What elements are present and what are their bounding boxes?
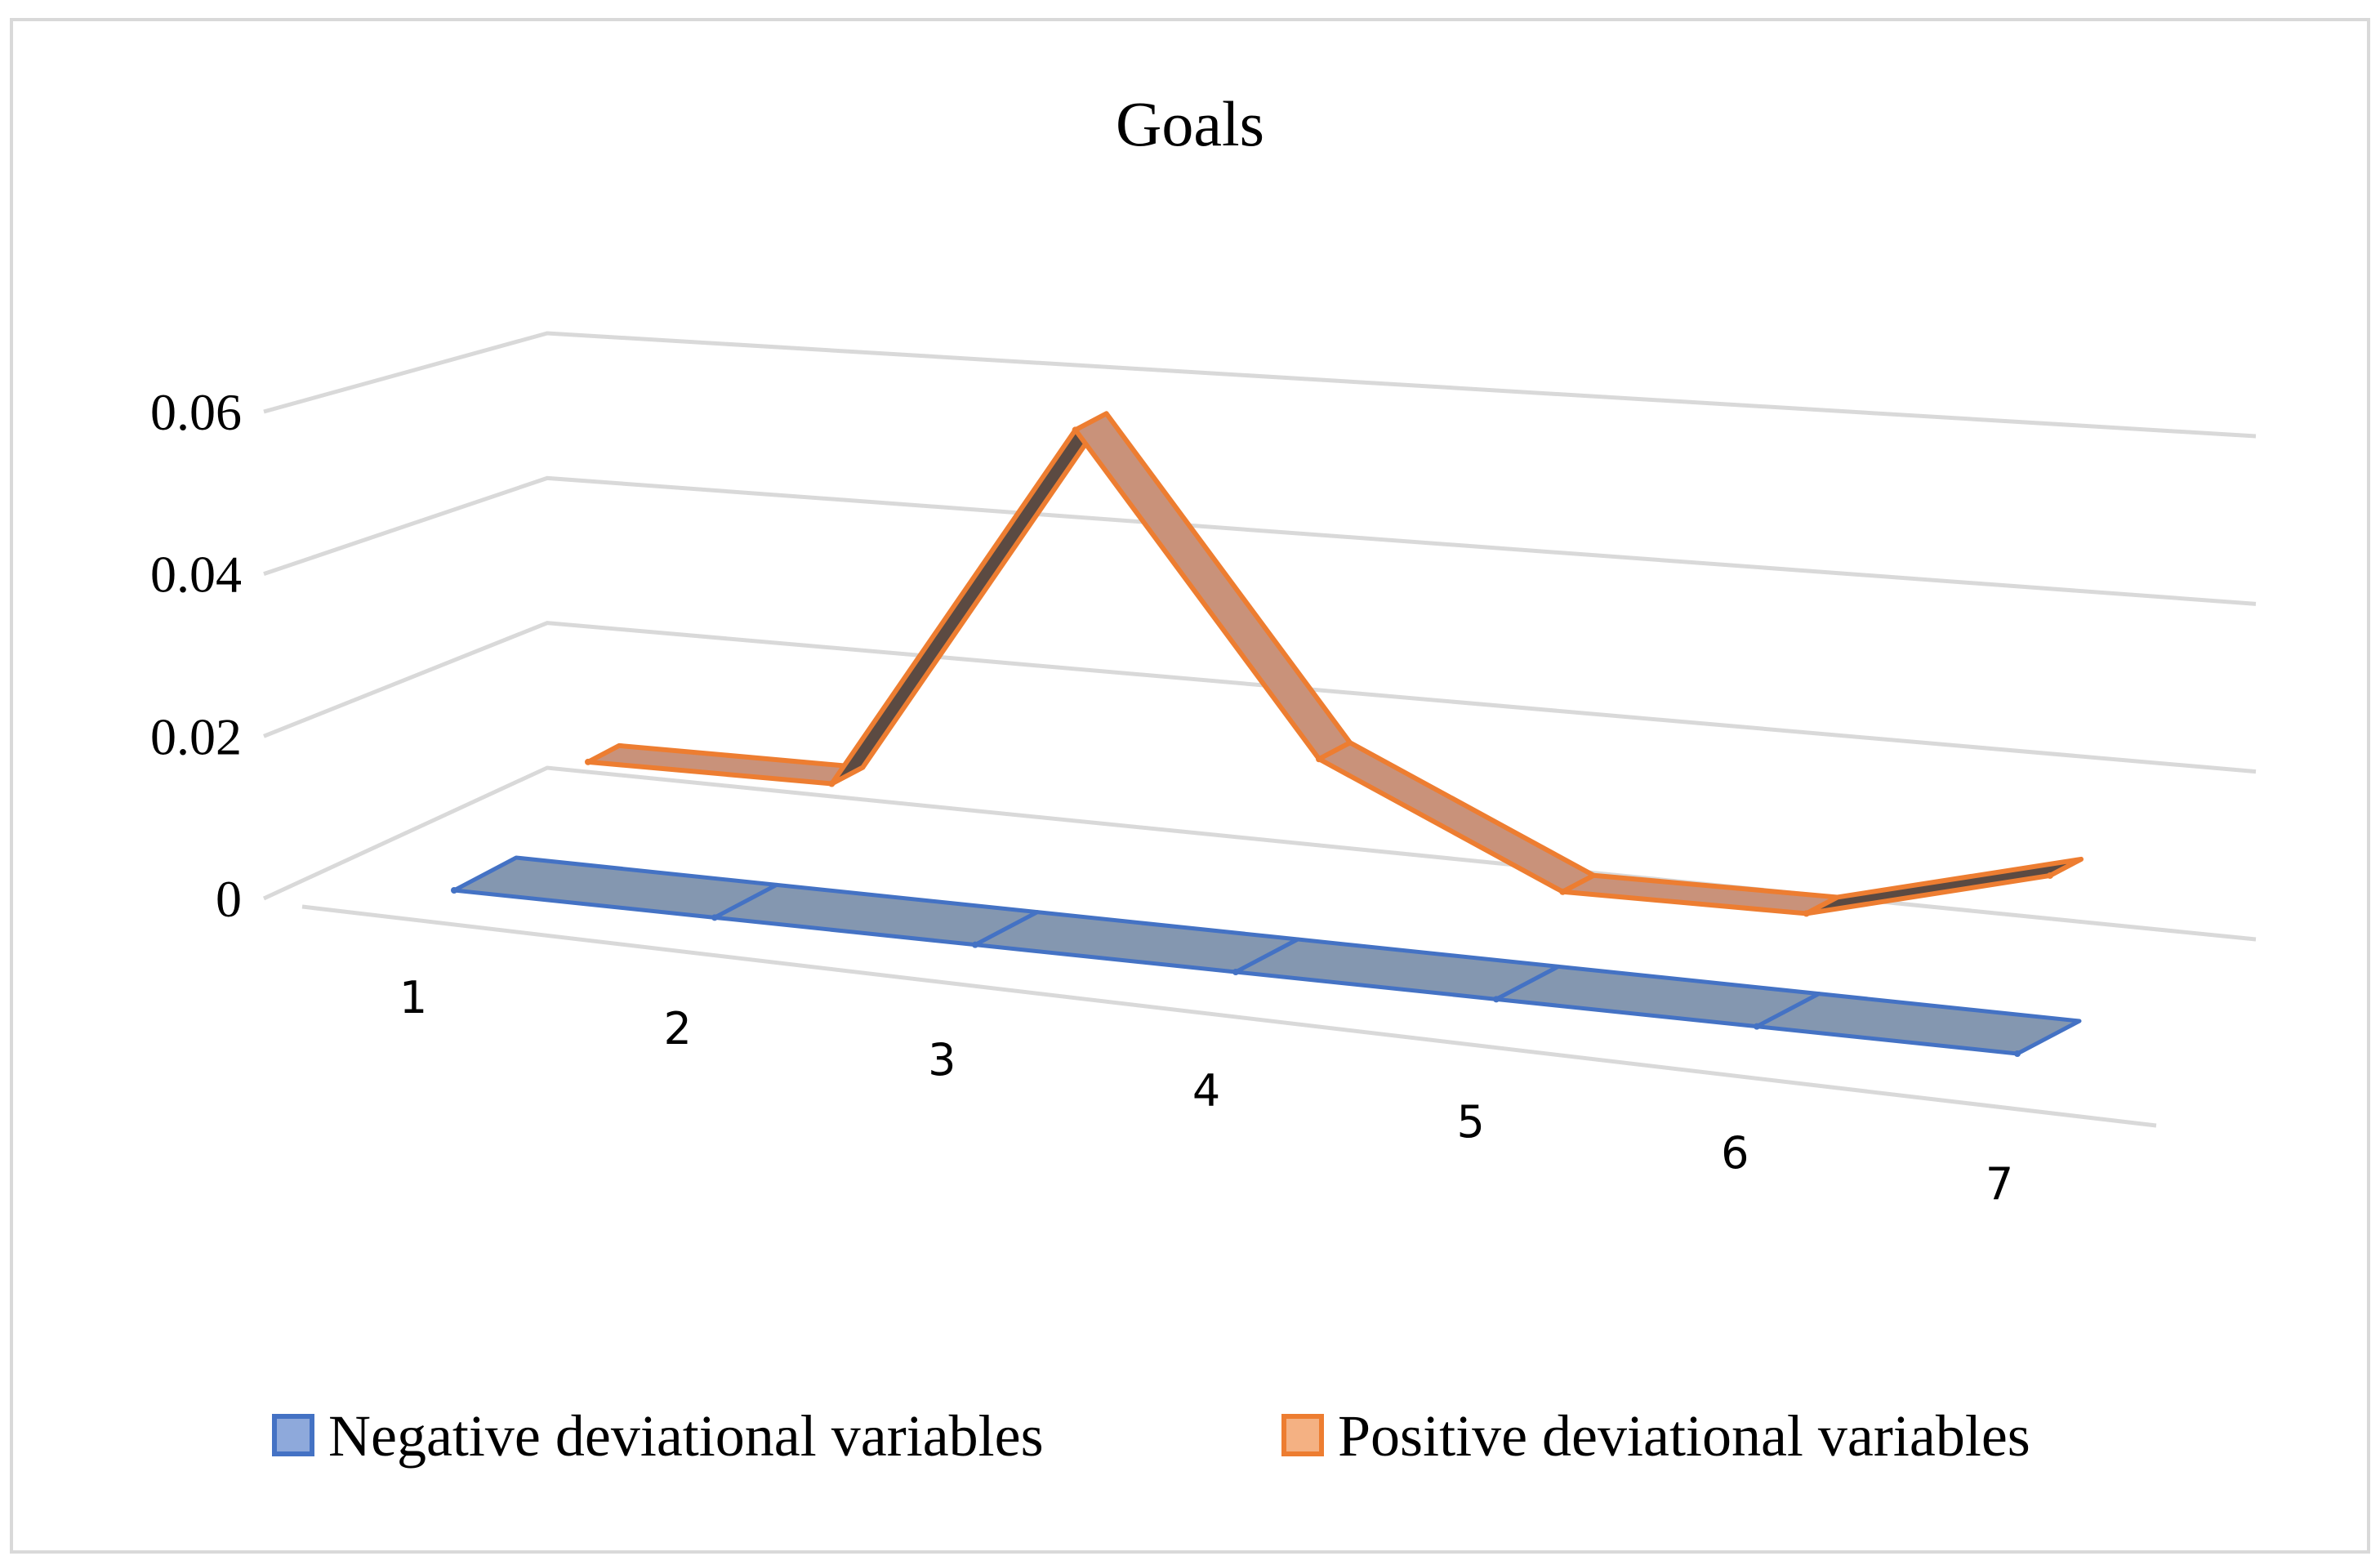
gridline-2 bbox=[263, 475, 2257, 606]
positive-point-3[interactable] bbox=[1072, 426, 1079, 434]
x-tick-label-2: 2 bbox=[663, 1003, 691, 1054]
legend-label-positive: Positive deviational variables bbox=[1338, 1403, 2030, 1469]
y-tick-label-0: 0 bbox=[216, 870, 242, 928]
gridline-1 bbox=[263, 621, 2257, 774]
positive-point-4[interactable] bbox=[1316, 756, 1322, 763]
x-tick-label-5: 5 bbox=[1456, 1096, 1484, 1148]
floor-edge bbox=[301, 904, 2157, 1128]
positive-point-1[interactable] bbox=[585, 758, 591, 765]
y-tick-label-3: 0.06 bbox=[150, 383, 242, 441]
legend-swatch-negative bbox=[272, 1414, 314, 1456]
negative-point-5[interactable] bbox=[1493, 996, 1500, 1003]
y-tick-label-1: 0.02 bbox=[150, 707, 242, 765]
x-tick-label-7: 7 bbox=[1986, 1158, 2013, 1210]
chart-border bbox=[10, 18, 2370, 1554]
legend-item-positive[interactable]: Positive deviational variables bbox=[1281, 1403, 2030, 1469]
x-tick-label-4: 4 bbox=[1192, 1065, 1220, 1117]
legend: Negative deviational variables Positive … bbox=[272, 1403, 2030, 1469]
floor-layer bbox=[301, 904, 2157, 1128]
positive-point-7[interactable] bbox=[2047, 872, 2053, 879]
negative-point-3[interactable] bbox=[972, 941, 978, 948]
x-tick-label-6: 6 bbox=[1721, 1127, 1749, 1179]
x-axis-ticks: 1 2 3 4 5 6 7 bbox=[399, 972, 2013, 1210]
x-tick-label-3: 3 bbox=[928, 1034, 956, 1086]
positive-point-6[interactable] bbox=[1803, 910, 1810, 917]
negative-point-7[interactable] bbox=[2014, 1050, 2021, 1057]
series-layer-positive bbox=[585, 411, 2084, 917]
negative-ribbon-segment-6 bbox=[1754, 992, 2082, 1056]
positive-point-2[interactable] bbox=[828, 780, 836, 787]
negative-point-4[interactable] bbox=[1232, 969, 1239, 975]
positive-ribbon-top-6 bbox=[1803, 856, 2084, 916]
negative-point-1[interactable] bbox=[451, 887, 457, 894]
chart-title: Goals bbox=[1116, 88, 1264, 159]
series-layer-negative bbox=[451, 855, 2082, 1057]
x-tick-label-1: 1 bbox=[399, 972, 427, 1023]
y-tick-label-2: 0.04 bbox=[150, 546, 242, 604]
negative-point-2[interactable] bbox=[711, 914, 718, 921]
legend-swatch-positive bbox=[1281, 1414, 1324, 1456]
y-axis-ticks: 0 0.02 0.04 0.06 bbox=[150, 383, 242, 928]
legend-label-negative: Negative deviational variables bbox=[328, 1403, 1044, 1469]
gridline-3 bbox=[263, 331, 2257, 439]
legend-item-negative[interactable]: Negative deviational variables bbox=[272, 1403, 1044, 1469]
negative-point-6[interactable] bbox=[1754, 1023, 1760, 1030]
positive-point-5[interactable] bbox=[1559, 888, 1567, 895]
